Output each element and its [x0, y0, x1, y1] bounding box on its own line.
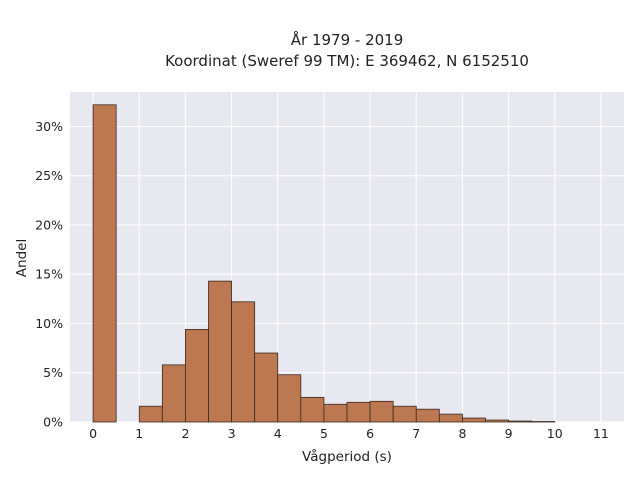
histogram-bar [392, 405, 417, 423]
histogram-bar [369, 400, 394, 423]
x-axis-ticks: 0 1 2 3 4 5 6 7 8 9 10 11 [89, 426, 609, 441]
histogram-bar [254, 352, 279, 423]
x-tick-label: 9 [505, 426, 513, 441]
y-tick-label: 25% [35, 168, 63, 183]
x-tick-label: 3 [228, 426, 236, 441]
y-axis-label: Andel [14, 239, 30, 277]
histogram-bar [415, 408, 440, 423]
histogram-bar [346, 401, 371, 423]
histogram-bar [462, 417, 486, 423]
x-tick-label: 6 [366, 426, 374, 441]
histogram-bar [277, 374, 302, 423]
bars [92, 104, 556, 423]
x-tick-label: 5 [320, 426, 328, 441]
x-tick-label: 4 [274, 426, 282, 441]
histogram-bar [438, 413, 463, 423]
histogram-bar [300, 396, 325, 423]
histogram-bar [485, 419, 509, 423]
gridlines [70, 92, 624, 423]
y-tick-label: 30% [35, 119, 63, 134]
histogram-bar [138, 405, 163, 423]
x-axis-label: Vågperiod (s) [302, 448, 392, 465]
x-tick-label: 10 [547, 426, 563, 441]
x-tick-label: 11 [593, 426, 609, 441]
x-tick-label: 8 [458, 426, 466, 441]
y-tick-label: 20% [35, 217, 63, 232]
histogram-bar [161, 364, 186, 423]
x-tick-label: 7 [412, 426, 420, 441]
histogram-bar [231, 301, 256, 423]
chart-title-line-1: År 1979 - 2019 [291, 30, 404, 49]
x-tick-label: 0 [89, 426, 97, 441]
chart-title-line-2: Koordinat (Sweref 99 TM): E 369462, N 61… [165, 52, 529, 70]
y-tick-label: 5% [43, 365, 63, 380]
y-tick-label: 0% [43, 415, 63, 430]
x-tick-label: 1 [135, 426, 143, 441]
histogram-bar [323, 403, 348, 423]
histogram-bar [185, 329, 209, 423]
histogram-bar [92, 104, 117, 423]
y-tick-label: 15% [35, 267, 63, 282]
histogram-bar [508, 420, 533, 423]
x-tick-label: 2 [181, 426, 189, 441]
histogram-bar [208, 280, 232, 423]
y-axis-ticks: 0% 5% 10% 15% 20% 25% 30% [35, 119, 63, 430]
y-tick-label: 10% [35, 316, 63, 331]
